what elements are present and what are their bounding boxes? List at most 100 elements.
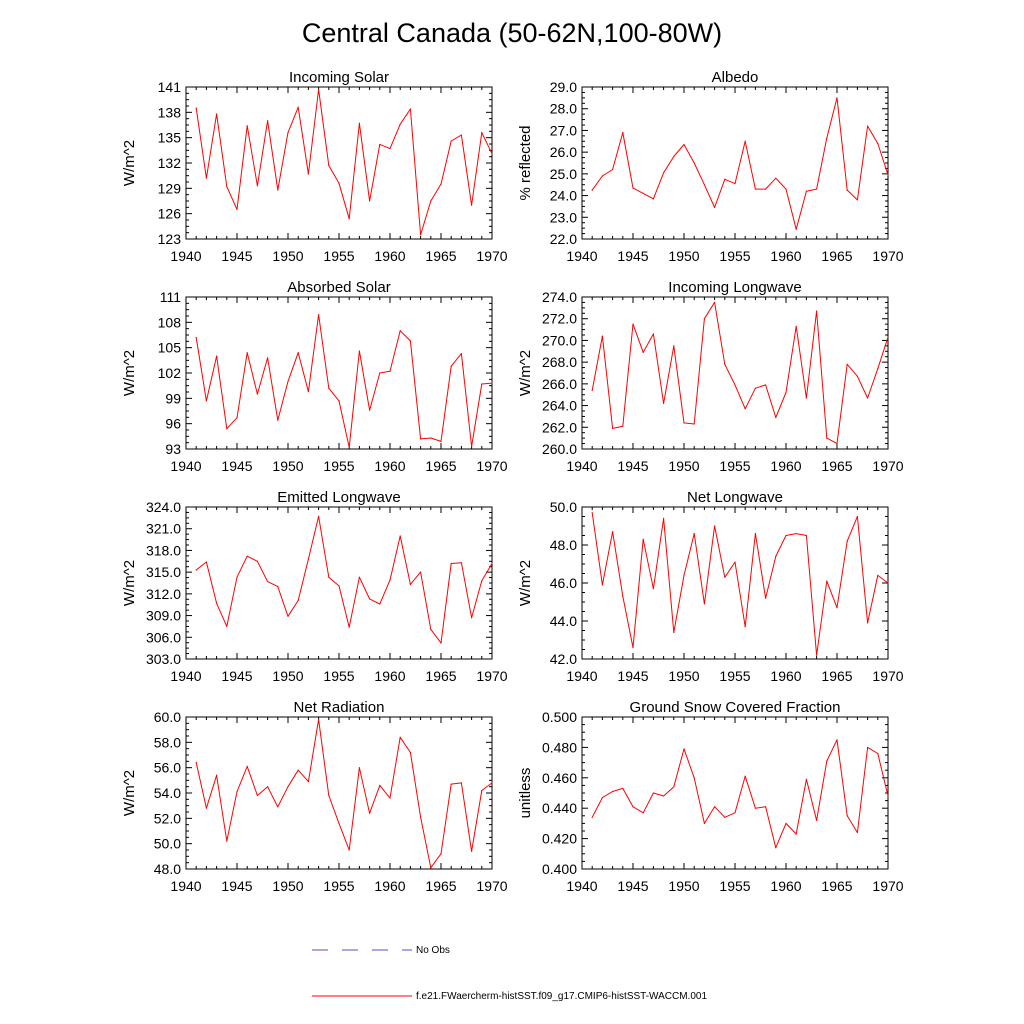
data-point (195, 569, 197, 571)
y-tick-label: 26.0 (550, 144, 577, 160)
data-point (673, 155, 675, 158)
data-point (591, 512, 593, 514)
y-tick-label: 262.0 (542, 419, 577, 435)
y-tick-label: 135 (158, 130, 182, 146)
data-point (816, 654, 818, 656)
x-tick-label: 1960 (770, 458, 801, 474)
x-tick-label: 1955 (323, 248, 354, 264)
data-point (450, 365, 452, 367)
x-tick-label: 1960 (374, 878, 405, 894)
y-tick-label: 303.0 (146, 651, 181, 667)
x-tick-label: 1940 (170, 458, 201, 474)
data-point (663, 172, 665, 174)
y-tick-label: 52.0 (154, 810, 181, 826)
x-tick-label: 1960 (374, 668, 405, 684)
data-point (358, 122, 360, 124)
data-point (460, 782, 462, 784)
data-point (693, 777, 695, 779)
data-point (765, 597, 767, 599)
data-point (399, 330, 401, 332)
series-line (591, 512, 889, 656)
data-point (307, 173, 309, 175)
data-point (430, 867, 432, 869)
x-tick-label: 1955 (323, 668, 354, 684)
data-point (642, 812, 644, 814)
data-point (287, 615, 289, 617)
data-point (805, 397, 808, 399)
data-point (652, 588, 655, 590)
data-point (775, 847, 777, 849)
y-tick-label: 105 (158, 340, 182, 356)
data-point (409, 340, 411, 342)
x-tick-label: 1945 (221, 248, 252, 264)
x-tick-label: 1960 (374, 458, 405, 474)
data-point (246, 125, 248, 127)
y-tick-label: 60.0 (154, 709, 181, 725)
data-point (591, 189, 593, 191)
x-tick-label: 1940 (170, 668, 201, 684)
x-tick-label: 1940 (566, 458, 597, 474)
data-point (277, 586, 279, 588)
y-tick-label: 102 (158, 365, 182, 381)
data-point (703, 822, 706, 825)
data-point (846, 540, 848, 542)
data-point (775, 416, 777, 419)
data-point (267, 120, 269, 122)
x-tick-label: 1965 (425, 668, 456, 684)
panel-title: Ground Snow Covered Fraction (630, 699, 841, 716)
x-tick-label: 1970 (872, 878, 903, 894)
data-point (328, 794, 330, 797)
data-point (256, 560, 258, 562)
data-point (683, 748, 685, 750)
data-point (216, 355, 218, 357)
y-tick-label: 108 (158, 314, 182, 330)
data-point (471, 445, 473, 448)
data-point (632, 806, 634, 808)
y-axis-label: W/m^2 (121, 560, 138, 606)
panel-title: Net Longwave (687, 489, 783, 506)
y-tick-label: 22.0 (550, 231, 577, 247)
data-point (389, 370, 391, 372)
data-point (379, 372, 381, 374)
x-tick-label: 1950 (668, 668, 699, 684)
data-point (226, 186, 228, 188)
data-point (836, 607, 838, 609)
y-tick-label: 260.0 (542, 441, 577, 457)
data-point (632, 323, 634, 325)
data-point (277, 419, 279, 421)
x-tick-label: 1965 (821, 878, 852, 894)
data-point (652, 198, 655, 200)
data-point (703, 184, 706, 186)
y-tick-label: 138 (158, 104, 182, 120)
y-tick-label: 0.400 (542, 861, 577, 877)
x-tick-label: 1955 (323, 458, 354, 474)
x-tick-label: 1965 (425, 878, 456, 894)
data-point (744, 626, 746, 628)
data-point (601, 796, 604, 799)
data-point (216, 774, 218, 776)
data-point (460, 562, 462, 564)
data-point (236, 791, 238, 793)
data-point (816, 188, 818, 190)
y-tick-label: 25.0 (550, 166, 577, 182)
data-point (785, 822, 787, 825)
data-point (246, 555, 248, 557)
data-point (205, 400, 207, 402)
x-tick-label: 1955 (323, 878, 354, 894)
panel-title: Incoming Longwave (668, 279, 801, 296)
x-tick-label: 1950 (272, 878, 303, 894)
x-tick-label: 1940 (566, 668, 597, 684)
data-point (856, 515, 859, 518)
data-point (805, 778, 808, 780)
data-point (754, 533, 757, 535)
x-tick-label: 1950 (272, 668, 303, 684)
y-axis-label: W/m^2 (121, 350, 138, 396)
data-point (440, 183, 442, 185)
data-point (826, 580, 828, 582)
data-point (795, 533, 797, 535)
y-tick-label: 50.0 (154, 836, 181, 852)
data-point (744, 408, 746, 410)
data-point (399, 123, 401, 125)
data-point (785, 188, 787, 190)
data-point (805, 190, 808, 192)
